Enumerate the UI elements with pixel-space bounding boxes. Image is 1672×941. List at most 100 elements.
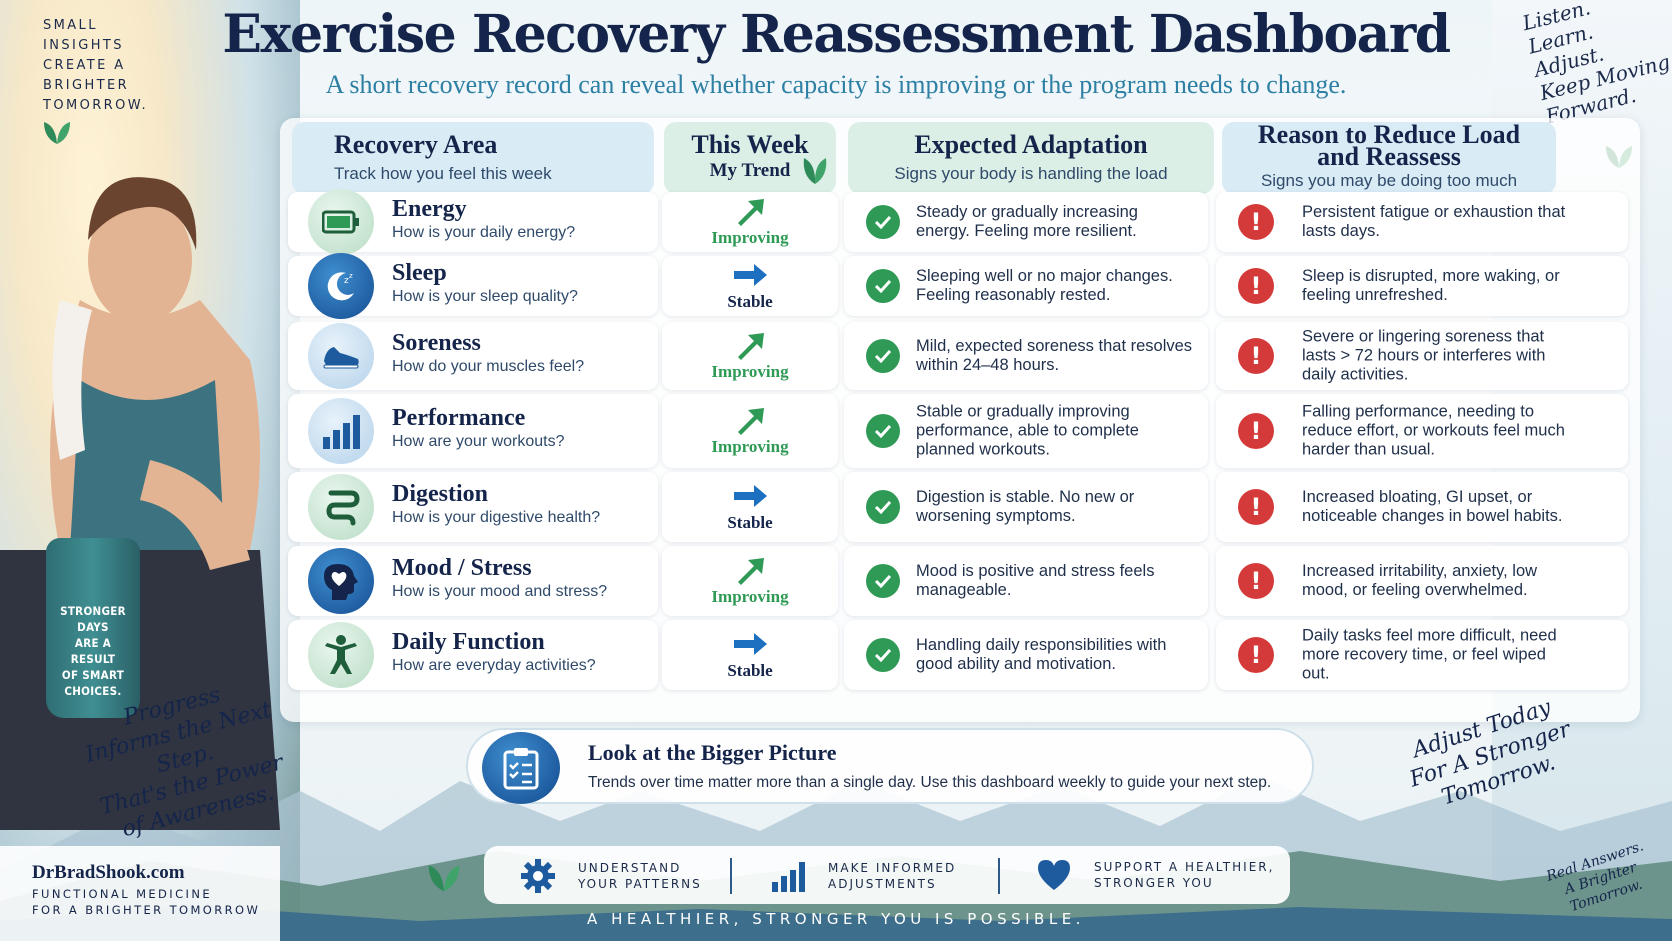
alert-icon: ! bbox=[1238, 268, 1274, 304]
feature-divider bbox=[998, 858, 1000, 894]
reduce-cell: ! Sleep is disrupted, more waking, or fe… bbox=[1216, 256, 1628, 316]
leaf-icon bbox=[44, 122, 70, 144]
banner-text: Trends over time matter more than a sing… bbox=[588, 774, 1272, 791]
expected-cell: Digestion is stable. No new or worsening… bbox=[844, 472, 1208, 542]
expected-text: Digestion is stable. No new or worsening… bbox=[916, 488, 1135, 525]
arrow-up-right-icon bbox=[732, 555, 768, 585]
water-bottle bbox=[46, 538, 140, 718]
bottle-text: STRONGER DAYS ARE A RESULT OF SMART CHOICES. bbox=[60, 604, 126, 698]
trend-label: Stable bbox=[727, 513, 773, 532]
table-row: Performance How are your workouts? Impro… bbox=[288, 394, 1636, 468]
recovery-area-cell: Soreness How do your muscles feel? bbox=[288, 322, 658, 390]
header-expected-adaptation: Expected Adaptation Signs your body is h… bbox=[848, 122, 1214, 194]
trend-label: Improving bbox=[711, 362, 789, 381]
arrow-up-right-icon bbox=[732, 196, 768, 226]
reduce-text: Daily tasks feel more difficult, need mo… bbox=[1302, 626, 1557, 683]
page-title: Exercise Recovery Reassessment Dashboard bbox=[222, 4, 1451, 65]
bigger-picture-banner: Look at the Bigger Picture Trends over t… bbox=[466, 728, 1314, 804]
heart-icon bbox=[1038, 860, 1070, 890]
area-name: Mood / Stress bbox=[392, 555, 532, 581]
feature-divider bbox=[730, 858, 732, 894]
table-row: Soreness How do your muscles feel? Impro… bbox=[288, 322, 1636, 390]
woman-figure-illustration bbox=[0, 177, 280, 830]
recovery-area-cell: Digestion How is your digestive health? bbox=[288, 472, 658, 542]
feature-understand-patterns: UNDERSTAND YOUR PATTERNS bbox=[520, 858, 702, 894]
expected-cell: Steady or gradually increasing energy. F… bbox=[844, 192, 1208, 252]
trend-cell: Improving bbox=[662, 322, 838, 390]
alert-icon: ! bbox=[1238, 637, 1274, 673]
table-row: Daily Function How are everyday activiti… bbox=[288, 620, 1636, 690]
expected-cell: Handling daily responsibilities with goo… bbox=[844, 620, 1208, 690]
recovery-area-cell: Performance How are your workouts? bbox=[288, 394, 658, 468]
check-icon bbox=[866, 269, 900, 303]
trend-label: Improving bbox=[711, 437, 789, 456]
footer-tagline: A HEALTHIER, STRONGER YOU IS POSSIBLE. bbox=[587, 910, 1085, 928]
trend-cell: Stable bbox=[662, 472, 838, 542]
expected-text: Mild, expected soreness that resolves wi… bbox=[916, 337, 1193, 374]
reduce-cell: ! Persistent fatigue or exhaustion that … bbox=[1216, 192, 1628, 252]
bar-chart-icon bbox=[772, 862, 805, 892]
feature-support-healthier: SUPPORT A HEALTHIER, STRONGER YOU bbox=[1036, 858, 1274, 892]
leaf-icon bbox=[803, 158, 827, 184]
area-name: Sleep bbox=[392, 260, 447, 286]
reduce-cell: ! Severe or lingering soreness that last… bbox=[1216, 322, 1628, 390]
brand-tagline: FUNCTIONAL MEDICINE FOR A BRIGHTER TOMORR… bbox=[32, 887, 261, 917]
expected-cell: Mood is positive and stress feels manage… bbox=[844, 546, 1208, 616]
expected-text: Handling daily responsibilities with goo… bbox=[916, 636, 1167, 673]
area-question: How is your daily energy? bbox=[392, 224, 576, 241]
top-left-note: SMALL INSIGHTS CREATE A BRIGHTER TOMORROW. bbox=[43, 18, 149, 113]
area-question: How are your workouts? bbox=[392, 433, 565, 450]
expected-text: Steady or gradually increasing energy. F… bbox=[916, 203, 1138, 240]
check-icon bbox=[866, 205, 900, 239]
expected-cell: Sleeping well or no major changes. Feeli… bbox=[844, 256, 1208, 316]
bar-chart-icon bbox=[308, 398, 374, 464]
feature-informed-adjustments: MAKE INFORMED ADJUSTMENTS bbox=[770, 858, 956, 894]
area-name: Energy bbox=[392, 196, 467, 222]
alert-icon: ! bbox=[1238, 413, 1274, 449]
arrow-up-right-icon bbox=[732, 405, 768, 435]
expected-text: Stable or gradually improving performanc… bbox=[916, 402, 1139, 459]
head-heart-icon bbox=[308, 548, 374, 614]
reduce-text: Persistent fatigue or exhaustion that la… bbox=[1302, 203, 1566, 240]
table-row: Energy How is your daily energy? Improvi… bbox=[288, 189, 1636, 255]
area-name: Digestion bbox=[392, 481, 488, 507]
trend-cell: Improving bbox=[662, 546, 838, 616]
recovery-area-cell: Daily Function How are everyday activiti… bbox=[288, 620, 658, 690]
recovery-area-cell: Mood / Stress How is your mood and stres… bbox=[288, 546, 658, 616]
alert-icon: ! bbox=[1238, 338, 1274, 374]
check-icon bbox=[866, 564, 900, 598]
header-reduce-load: Reason to Reduce Load and Reassess Signs… bbox=[1222, 122, 1556, 194]
check-icon bbox=[866, 339, 900, 373]
arrow-right-icon bbox=[732, 481, 768, 511]
alert-icon: ! bbox=[1238, 204, 1274, 240]
alert-icon: ! bbox=[1238, 563, 1274, 599]
reduce-text: Severe or lingering soreness that lasts … bbox=[1302, 327, 1546, 384]
area-question: How do your muscles feel? bbox=[392, 358, 585, 375]
battery-icon bbox=[308, 189, 374, 255]
leaf-icon bbox=[428, 865, 460, 892]
trend-label: Stable bbox=[727, 292, 773, 311]
trend-cell: Stable bbox=[662, 620, 838, 690]
header-recovery-area: Recovery Area Track how you feel this we… bbox=[292, 122, 654, 194]
area-question: How is your digestive health? bbox=[392, 509, 601, 526]
expected-text: Mood is positive and stress feels manage… bbox=[916, 562, 1155, 599]
gear-icon bbox=[521, 859, 555, 893]
reduce-text: Increased bloating, GI upset, or noticea… bbox=[1302, 488, 1563, 525]
arrow-up-right-icon bbox=[732, 330, 768, 360]
reduce-text: Sleep is disrupted, more waking, or feel… bbox=[1302, 267, 1560, 304]
person-icon bbox=[308, 622, 374, 688]
table-row: Digestion How is your digestive health? … bbox=[288, 472, 1636, 542]
arrow-right-icon bbox=[732, 260, 768, 290]
area-question: How are everyday activities? bbox=[392, 657, 596, 674]
table-row: Mood / Stress How is your mood and stres… bbox=[288, 546, 1636, 616]
expected-text: Sleeping well or no major changes. Feeli… bbox=[916, 267, 1173, 304]
area-name: Soreness bbox=[392, 330, 481, 356]
intestine-icon bbox=[308, 474, 374, 540]
shoe-icon bbox=[308, 323, 374, 389]
expected-cell: Stable or gradually improving performanc… bbox=[844, 394, 1208, 468]
check-icon bbox=[866, 638, 900, 672]
clipboard-checklist-icon bbox=[482, 732, 560, 804]
